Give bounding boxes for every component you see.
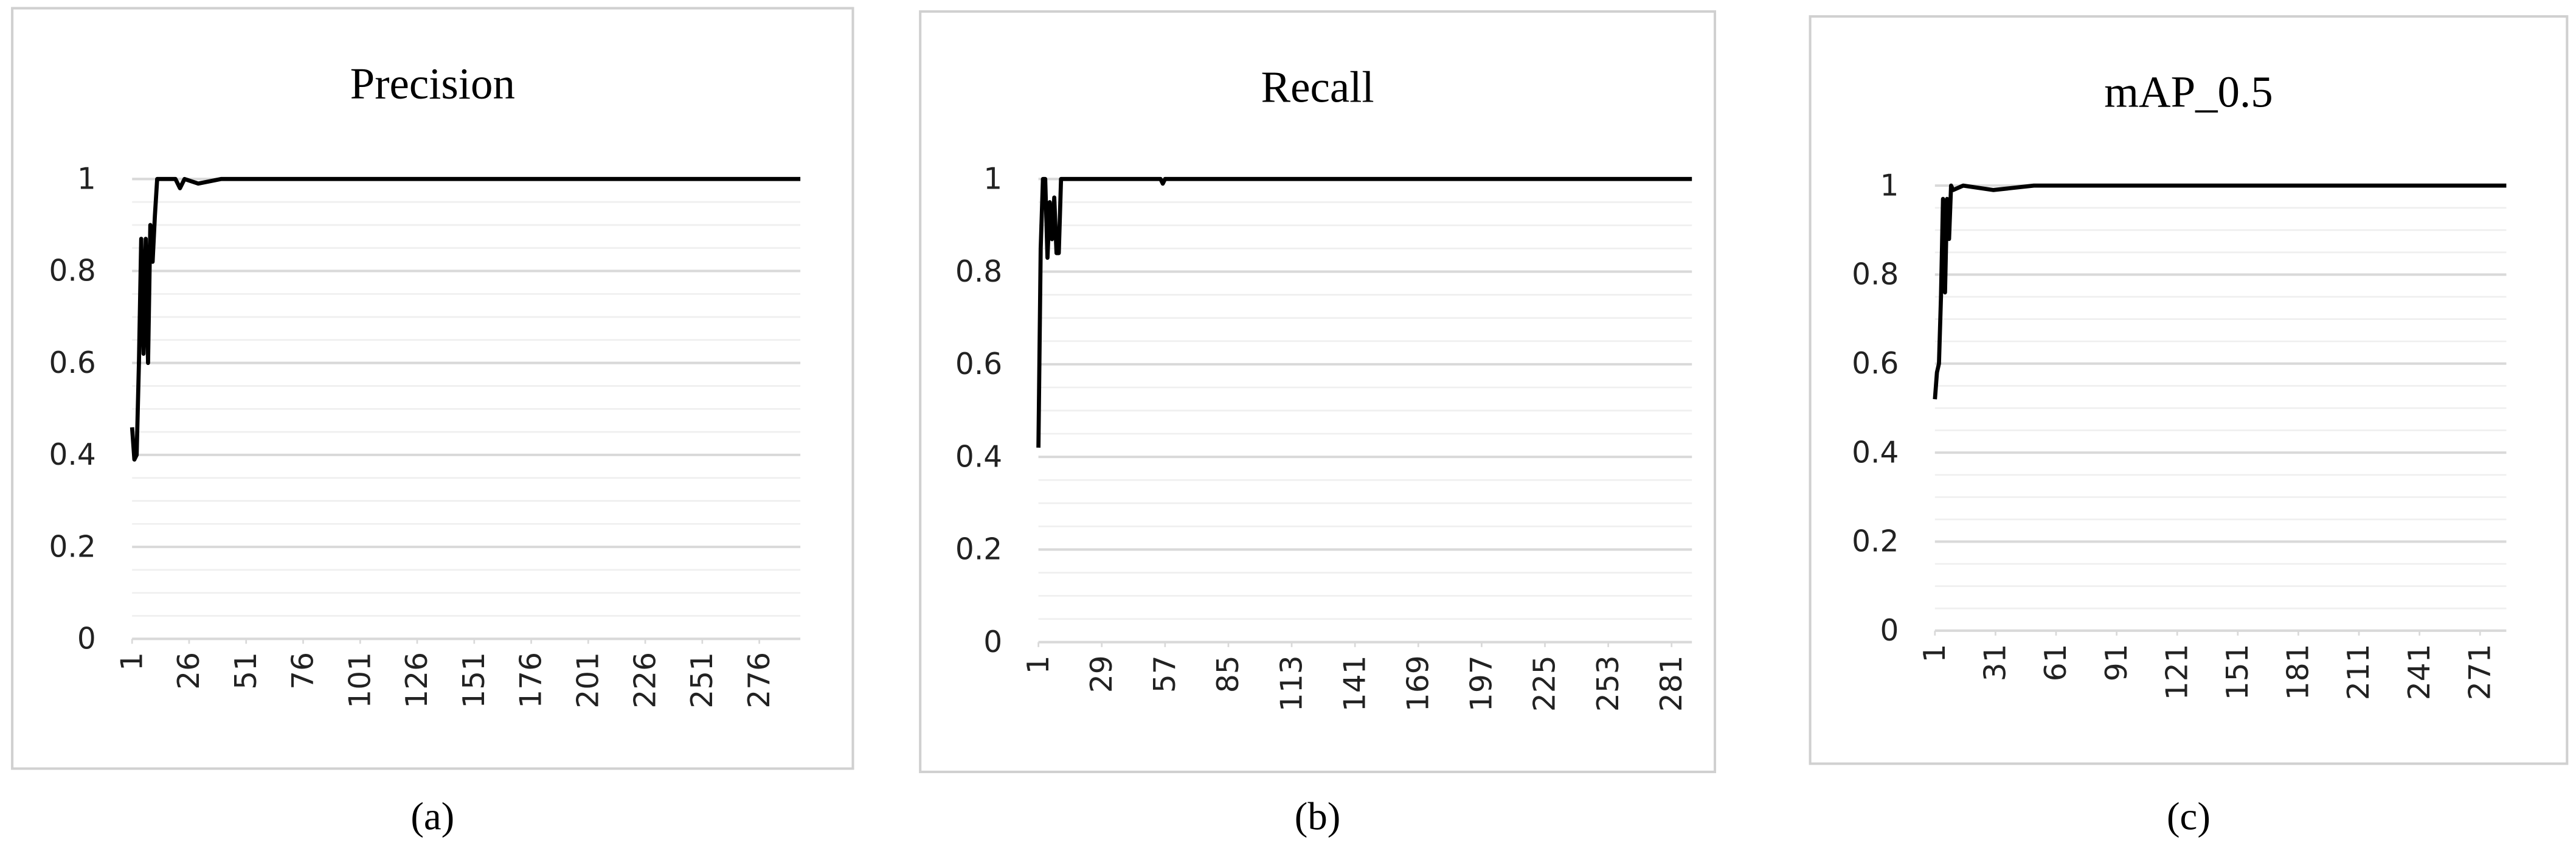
y-tick-label: 0.2 xyxy=(49,530,96,564)
x-tick-label: 176 xyxy=(514,652,549,709)
x-tick-label: 197 xyxy=(1465,655,1499,712)
y-tick-label: 0.4 xyxy=(49,438,96,472)
x-tick-label: 251 xyxy=(685,652,719,709)
line-series xyxy=(1933,183,2507,400)
y-tick-label: 0.2 xyxy=(1852,525,1899,559)
x-tick-label: 151 xyxy=(2221,644,2255,700)
x-tick-label: 31 xyxy=(1979,644,2013,681)
x-tick-label: 151 xyxy=(457,652,491,709)
chart-title: mAP_0.5 xyxy=(2104,68,2273,117)
x-tick-label: 253 xyxy=(1591,655,1626,712)
x-tick-label: 241 xyxy=(2403,644,2437,700)
x-tick-label: 26 xyxy=(172,652,206,690)
y-tick-label: 0.6 xyxy=(1852,347,1899,381)
x-tick-label: 141 xyxy=(1338,655,1372,712)
y-tick-label: 0 xyxy=(77,622,96,656)
y-tick-label: 0.6 xyxy=(49,346,96,380)
y-tick-label: 0.6 xyxy=(955,347,1002,381)
x-tick-label: 76 xyxy=(286,652,320,690)
x-tick-label: 113 xyxy=(1275,655,1309,712)
chart-title: Precision xyxy=(350,59,515,108)
y-tick-label: 0.4 xyxy=(955,440,1002,474)
x-tick-label: 1 xyxy=(1022,655,1056,674)
x-tick-label: 1 xyxy=(115,652,149,671)
x-tick-label: 51 xyxy=(229,652,263,690)
line-series xyxy=(1036,176,1692,448)
y-tick-label: 0 xyxy=(983,625,1002,659)
x-tick-label: 211 xyxy=(2342,644,2376,700)
line-series xyxy=(130,176,801,462)
x-tick-label: 226 xyxy=(628,652,662,709)
caption: (c) xyxy=(2167,795,2211,839)
y-tick-label: 0.4 xyxy=(1852,436,1899,470)
panel-border xyxy=(11,7,854,770)
panel-border xyxy=(919,10,1717,774)
y-tick-label: 0 xyxy=(1880,614,1899,648)
x-tick-label: 121 xyxy=(2160,644,2194,700)
x-tick-label: 101 xyxy=(343,652,377,709)
chart-title: Recall xyxy=(1261,62,1374,111)
y-tick-label: 1 xyxy=(77,162,96,196)
caption: (b) xyxy=(1295,795,1341,839)
x-tick-label: 61 xyxy=(2039,644,2073,681)
x-tick-label: 225 xyxy=(1528,655,1562,712)
x-tick-label: 85 xyxy=(1211,655,1245,693)
y-tick-label: 1 xyxy=(983,162,1002,196)
y-tick-label: 0.2 xyxy=(955,533,1002,567)
x-tick-label: 1 xyxy=(1918,644,1952,662)
y-tick-label: 1 xyxy=(1880,168,1899,203)
y-tick-label: 0.8 xyxy=(955,255,1002,289)
x-tick-label: 271 xyxy=(2463,644,2497,700)
x-tick-label: 29 xyxy=(1085,655,1119,693)
y-tick-label: 0.8 xyxy=(49,254,96,288)
x-tick-label: 281 xyxy=(1655,655,1689,712)
caption: (a) xyxy=(410,795,454,839)
y-tick-label: 0.8 xyxy=(1852,258,1899,292)
x-tick-label: 276 xyxy=(743,652,777,709)
x-tick-label: 169 xyxy=(1401,655,1435,712)
x-tick-label: 201 xyxy=(572,652,606,709)
x-tick-label: 91 xyxy=(2100,644,2134,681)
x-tick-label: 126 xyxy=(400,652,434,709)
x-tick-label: 57 xyxy=(1148,655,1182,693)
x-tick-label: 181 xyxy=(2282,644,2316,700)
